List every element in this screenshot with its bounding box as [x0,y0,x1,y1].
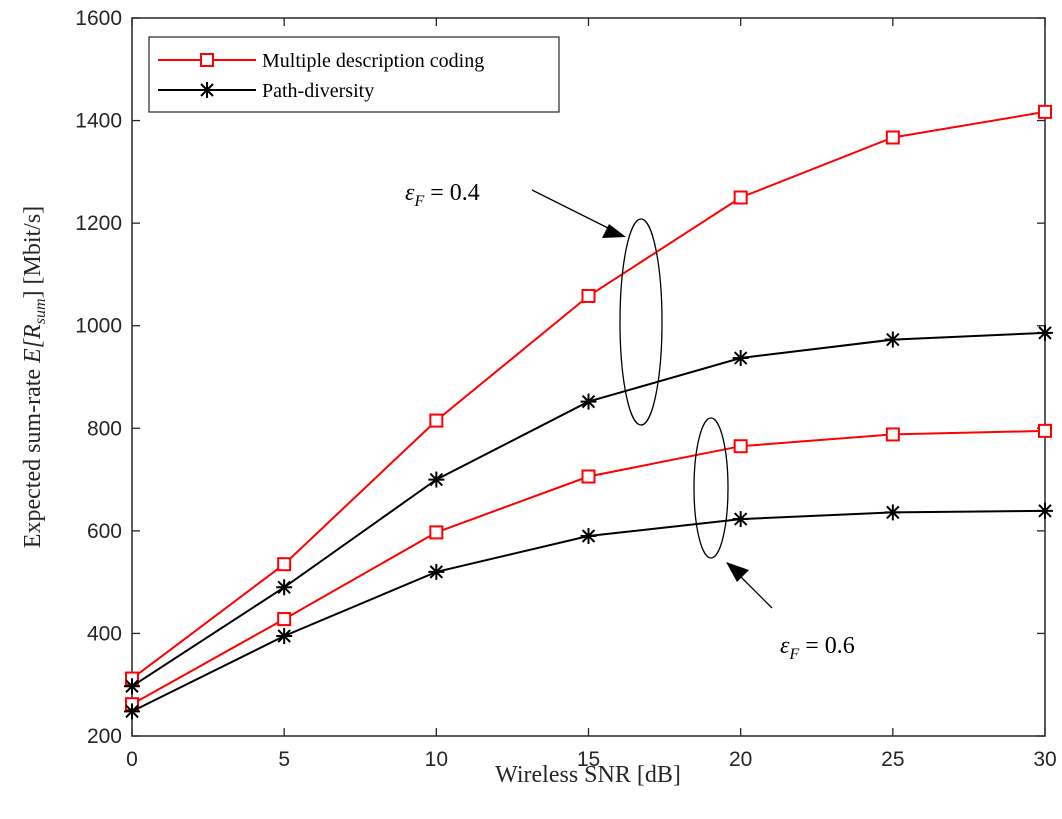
annotation-eps-0.4-value: = 0.4 [424,180,480,206]
legend-box [148,36,560,113]
x-tick-label-0: 0 [126,748,138,771]
series-eps_0.4-path-point-1 [276,579,293,596]
y-tick-label-6: 1400 [75,110,122,133]
legend: Multiple description coding Path-diversi… [148,36,560,113]
group-ellipse-eps-0.4 [619,218,663,426]
y-axis-label-unit: ] [Mbit/s] [20,206,46,299]
y-axis-label: Expected sum-rate E[Rsum] [Mbit/s] [20,206,49,548]
series-eps_0.6-mdc [125,423,1052,712]
x-tick-label-5: 25 [881,748,904,771]
series-eps_0.6-path-point-0 [124,703,140,720]
series-eps_0.4-mdc [125,104,1052,686]
y-tick-label-5: 1200 [75,212,122,235]
series-eps_0.6-path-point-2 [428,563,445,580]
series-eps_0.6-mdc-point-6 [1038,423,1052,438]
series-eps_0.6-mdc-point-4 [733,439,748,454]
series-eps_0.4-mdc-point-3 [581,288,596,303]
series-eps_0.4-path-point-4 [732,350,749,367]
legend-marker-path [199,82,215,98]
legend-label-mdc: Multiple description coding [262,50,484,72]
series-eps_0.6-path-point-1 [276,627,293,644]
x-tick-label-6: 30 [1033,748,1056,771]
series-eps_0.6-mdc-point-2 [429,525,444,540]
annotation-eps-0.4-var: ε [405,180,415,206]
y-tick-label-0: 200 [87,725,122,748]
y-tick-label-1: 400 [87,622,122,645]
arrowhead-eps-0.6 [726,562,749,582]
legend-entry-path: Path-diversity [158,80,374,102]
series-eps_0.6-path-point-3 [580,527,597,544]
series-eps_0.4-mdc-point-4 [733,190,748,205]
annotation-eps-0.6-sub: F [788,646,799,663]
annotation-eps-0.6-value: = 0.6 [799,633,855,659]
series-eps_0.6-mdc-point-5 [885,427,900,442]
group-ellipse-eps-0.6 [693,417,729,559]
y-tick-label-7: 1600 [75,7,122,30]
series-eps_0.4-mdc-point-2 [429,413,444,428]
x-tick-label-3: 15 [577,748,600,771]
y-axis-label-text: Expected sum-rate [20,363,46,548]
series-eps_0.6-mdc-point-3 [581,469,596,484]
x-tick-label-1: 5 [278,748,290,771]
arrowhead-eps-0.4 [602,224,626,238]
series-layer [124,104,1053,720]
series-eps_0.4-path-point-3 [580,393,597,410]
annotation-eps-0.4: εF = 0.4 [405,180,480,210]
legend-entry-mdc: Multiple description coding [158,50,484,72]
series-eps_0.6-mdc-point-1 [277,612,292,627]
series-eps_0.4-mdc-point-5 [885,130,900,145]
series-eps_0.4-path-point-6 [1037,324,1053,341]
annotation-eps-0.6-var: ε [780,633,790,659]
y-tick-label-2: 600 [87,520,122,543]
series-eps_0.6-path-point-5 [884,504,901,521]
x-tick-label-4: 20 [729,748,752,771]
series-eps_0.6-path [124,502,1053,720]
annotation-eps-0.4-sub: F [413,193,424,210]
x-axis-label: Wireless SNR [dB] [495,762,681,788]
y-axis-label-math: E[R [20,324,46,364]
legend-label-path: Path-diversity [262,80,374,102]
series-eps_0.6-path-point-4 [732,511,749,528]
series-eps_0.4-path-point-0 [124,678,140,695]
series-eps_0.4-mdc-point-1 [277,557,292,572]
annotation-eps-0.6: εF = 0.6 [780,633,855,663]
annotations: εF = 0.4 εF = 0.6 [405,180,855,663]
axis-ticks: 0 5 10 15 20 25 30 200 400 600 800 1000 1200 1400 1600 [75,7,1056,771]
series-eps_0.4-path-point-5 [884,331,901,348]
legend-marker-mdc [200,53,214,67]
series-eps_0.6-path-point-6 [1037,502,1053,519]
series-eps_0.4-path [124,324,1053,695]
y-tick-label-4: 1000 [75,315,122,338]
y-axis-label-sub: sum [32,298,49,324]
x-tick-label-2: 10 [425,748,448,771]
y-tick-label-3: 800 [87,417,122,440]
series-eps_0.4-mdc-point-6 [1038,104,1052,119]
annotation-arrow-eps-0.4 [531,189,621,235]
series-eps_0.4-path-point-2 [428,471,445,488]
